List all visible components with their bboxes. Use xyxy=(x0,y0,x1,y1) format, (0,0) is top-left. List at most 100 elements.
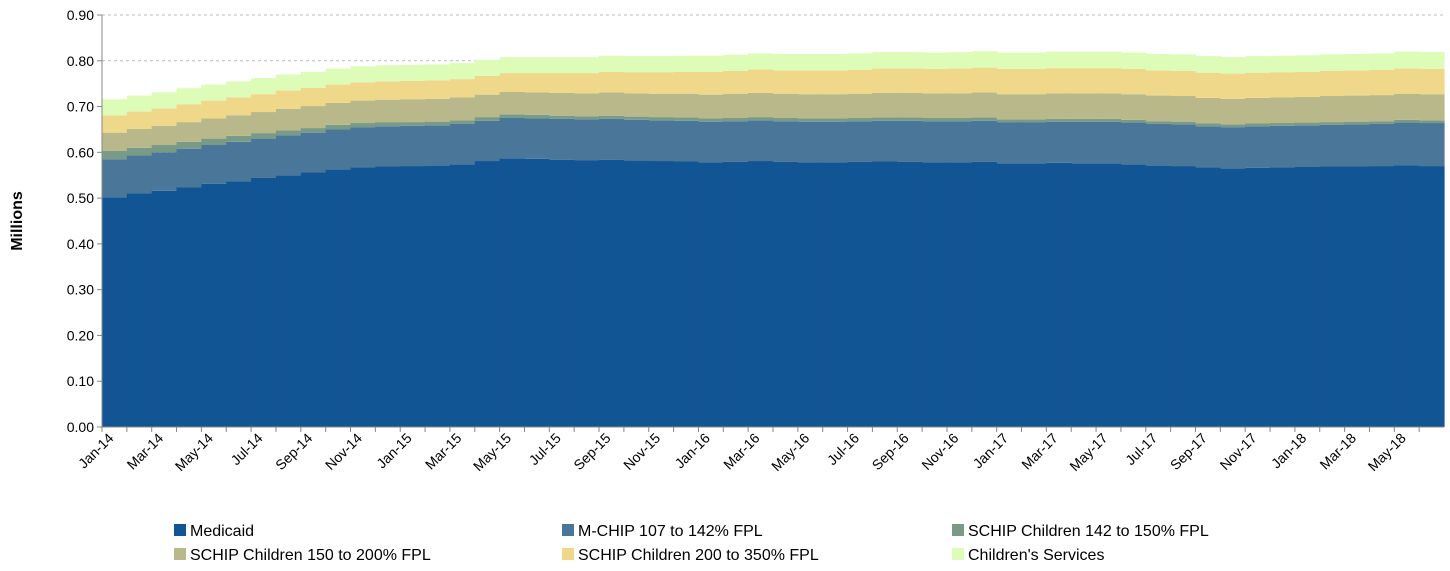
area-segment xyxy=(1021,163,1047,427)
area-segment xyxy=(922,52,948,70)
area-segment xyxy=(499,91,526,115)
x-tick-label: May-16 xyxy=(768,430,812,474)
area-segment xyxy=(1319,124,1346,167)
legend-label: SCHIP Children 150 to 200% FPL xyxy=(190,547,431,564)
area-segment xyxy=(822,118,849,122)
area-segment xyxy=(549,115,575,119)
area-segment xyxy=(1344,53,1371,71)
area-segment xyxy=(151,190,178,427)
area-segment xyxy=(300,132,327,173)
area-segment xyxy=(474,94,501,118)
area-segment xyxy=(400,99,426,123)
area-segment xyxy=(350,167,376,427)
area-segment xyxy=(773,161,799,428)
area-segment xyxy=(1419,166,1445,428)
area-segment xyxy=(524,158,550,427)
area-segment xyxy=(1344,70,1371,96)
area-segment xyxy=(1245,56,1271,73)
area-segment xyxy=(176,141,203,149)
area-segment xyxy=(549,73,575,93)
x-tick-label: Nov-17 xyxy=(1216,430,1259,473)
area-segment xyxy=(723,54,749,71)
area-segment xyxy=(971,120,998,162)
area-segment xyxy=(1195,167,1221,427)
area-segment xyxy=(623,119,650,161)
legend-swatch xyxy=(562,524,574,536)
area-segment xyxy=(1344,121,1371,125)
area-segment xyxy=(773,93,799,118)
area-segment xyxy=(1046,162,1072,427)
area-segment xyxy=(599,71,625,93)
area-segment xyxy=(449,79,476,98)
area-segment xyxy=(1344,95,1371,122)
x-tick-label: May-17 xyxy=(1066,430,1110,474)
area-segment xyxy=(773,70,799,94)
area-segment xyxy=(673,117,700,121)
area-segment xyxy=(971,161,998,428)
area-segment xyxy=(698,55,724,72)
area-segment xyxy=(1294,55,1321,72)
area-segment xyxy=(375,99,401,123)
area-segment xyxy=(847,53,874,70)
area-segment xyxy=(549,159,575,427)
area-segment xyxy=(847,161,874,428)
area-segment xyxy=(499,57,526,74)
area-segment xyxy=(1394,119,1420,123)
area-segment xyxy=(847,69,874,94)
area-segment xyxy=(1419,94,1445,121)
area-segment xyxy=(1270,123,1296,126)
area-segment xyxy=(1344,166,1371,427)
area-segment xyxy=(1245,123,1271,127)
area-segment xyxy=(797,118,824,122)
x-tick-label: Mar-14 xyxy=(124,430,167,473)
area-segment xyxy=(1096,118,1122,122)
area-segment xyxy=(151,92,178,109)
area-segment xyxy=(102,150,128,160)
area-segment xyxy=(1319,70,1346,97)
area-segment xyxy=(599,115,625,119)
area-segment xyxy=(1120,119,1147,123)
area-segment xyxy=(1120,52,1147,70)
area-segment xyxy=(524,118,550,159)
area-segment xyxy=(350,82,376,101)
area-segment xyxy=(723,121,749,162)
area-segment xyxy=(574,116,600,120)
area-segment xyxy=(226,135,252,142)
area-segment xyxy=(1369,121,1395,124)
area-segment xyxy=(1195,126,1221,168)
area-segment xyxy=(251,177,277,427)
area-segment xyxy=(773,118,799,122)
area-segment xyxy=(748,161,774,427)
area-segment xyxy=(176,148,203,188)
x-tick-label: Mar-15 xyxy=(422,430,465,473)
area-segment xyxy=(300,128,327,133)
area-segment xyxy=(1394,122,1420,166)
area-segment xyxy=(1170,54,1197,71)
area-segment xyxy=(1394,165,1420,427)
area-segment xyxy=(872,117,898,121)
area-segment xyxy=(1195,97,1221,124)
area-segment xyxy=(176,187,203,427)
area-segment xyxy=(325,68,352,85)
area-segment xyxy=(350,127,376,168)
area-segment xyxy=(151,152,178,191)
x-tick-label: Sep-14 xyxy=(272,430,315,473)
area-segment xyxy=(574,57,600,74)
area-segment xyxy=(425,80,451,99)
area-segment xyxy=(201,145,227,184)
area-segment xyxy=(1294,166,1321,427)
y-tick-label: 0.80 xyxy=(67,53,94,69)
area-segment xyxy=(897,120,923,162)
area-segment xyxy=(897,52,923,69)
area-segment xyxy=(996,122,1023,164)
area-segment xyxy=(1021,122,1047,164)
area-segment xyxy=(922,93,948,118)
area-segment xyxy=(698,121,724,163)
area-segment xyxy=(1319,54,1346,71)
area-segment xyxy=(226,81,252,98)
area-segment xyxy=(1419,123,1445,167)
x-tick-label: Jul-17 xyxy=(1122,430,1160,468)
area-segment xyxy=(499,158,526,428)
x-tick-label: Nov-15 xyxy=(620,430,663,473)
area-segment xyxy=(1170,124,1197,167)
